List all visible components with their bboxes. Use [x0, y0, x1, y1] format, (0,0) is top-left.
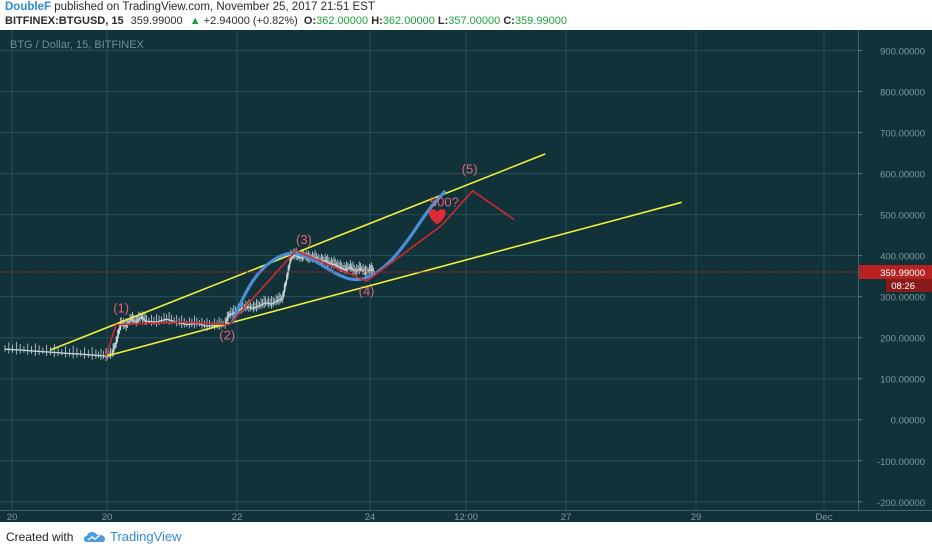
chart-canvas[interactable]: -200.00000 -100.00000 0.00000 100.00000 200.…	[0, 30, 932, 523]
x-tick-label: 20	[102, 512, 113, 522]
wave-label: (2)	[219, 328, 235, 343]
y-tick-label: 100.00000	[880, 375, 925, 386]
chart-header: DoubleF published on TradingView.com, No…	[0, 0, 932, 30]
wave-path[interactable]	[105, 189, 515, 357]
wave-label: 500?	[430, 194, 459, 209]
x-tick-label: Dec	[816, 512, 833, 522]
publish-info: DoubleF published on TradingView.com, No…	[5, 1, 375, 13]
wave-labels: (1) (2) (3) (4) (5) 500?	[113, 162, 477, 343]
y-tick-label: 0.00000	[891, 416, 925, 427]
price-change: +2.94000 (+0.82%)	[203, 15, 298, 27]
close-label: C:	[503, 15, 515, 27]
wave-label: (5)	[462, 162, 478, 177]
wave-label: (3)	[296, 232, 312, 247]
tradingview-brand[interactable]: TradingView	[110, 529, 182, 544]
created-with-text: Created with	[6, 530, 74, 544]
last-price-badge-label: 359.99000	[880, 268, 925, 279]
y-tick-label: -200.00000	[877, 498, 925, 509]
channel-lower-line[interactable]	[105, 201, 682, 357]
y-tick-label: 900.00000	[880, 47, 925, 58]
y-tick-label: 700.00000	[880, 129, 925, 140]
wave-label: (4)	[359, 283, 375, 298]
close-value: 359.99000	[514, 15, 567, 27]
x-tick-label: 22	[232, 512, 243, 522]
y-tick-label: 500.00000	[880, 211, 925, 222]
x-tick-label: 27	[561, 512, 572, 522]
x-tick-label: 29	[691, 512, 702, 522]
last-price-badge	[859, 265, 932, 280]
open-value: 362.00000	[316, 15, 369, 27]
footer: Created with TradingView	[0, 522, 932, 550]
symbol-label: BITFINEX:BTGUSD, 15	[5, 15, 124, 27]
y-tick-label: 300.00000	[880, 293, 925, 304]
low-value: 357.00000	[448, 15, 501, 27]
ohlc-legend: BITFINEX:BTGUSD, 15 359.99000 ▲ +2.94000…	[5, 15, 567, 27]
low-label: L:	[437, 15, 449, 27]
open-label: O:	[303, 15, 317, 27]
up-arrow-icon: ▲	[189, 15, 201, 27]
wave-label: (1)	[113, 300, 129, 315]
last-price: 359.99000	[130, 15, 183, 27]
countdown-label: 08:26	[891, 281, 915, 292]
elliott-wave[interactable]	[105, 189, 515, 357]
chart-title: BTG / Dollar, 15, BITFINEX	[10, 39, 145, 51]
x-tick-label: 12:00	[454, 512, 478, 522]
tradingview-cloud-icon	[84, 532, 105, 542]
y-tick-label: -100.00000	[877, 457, 925, 468]
published-text: published on TradingView.com, November 2…	[54, 1, 375, 13]
x-tick-label: 20	[7, 512, 18, 522]
y-tick-label: 800.00000	[880, 88, 925, 99]
projection-curve[interactable]	[230, 190, 446, 324]
high-value: 362.00000	[382, 15, 435, 27]
time-axis-panel	[0, 510, 932, 522]
grid	[0, 30, 858, 510]
countdown-badge	[886, 279, 932, 293]
y-tick-label: 200.00000	[880, 334, 925, 345]
y-tick-label: 600.00000	[880, 170, 925, 181]
price-chart[interactable]: -200.00000 -100.00000 0.00000 100.00000 200.…	[0, 30, 932, 523]
heart-icon	[428, 209, 446, 225]
y-tick-label: 400.00000	[880, 252, 925, 263]
last-price-line: 359.99000 08:26	[0, 265, 932, 293]
x-tick-label: 24	[365, 512, 376, 522]
author-link[interactable]: DoubleF	[5, 1, 51, 13]
high-label: H:	[371, 15, 383, 27]
time-axis[interactable]: 20 20 22 24 12:00 27 29 Dec	[0, 510, 932, 523]
